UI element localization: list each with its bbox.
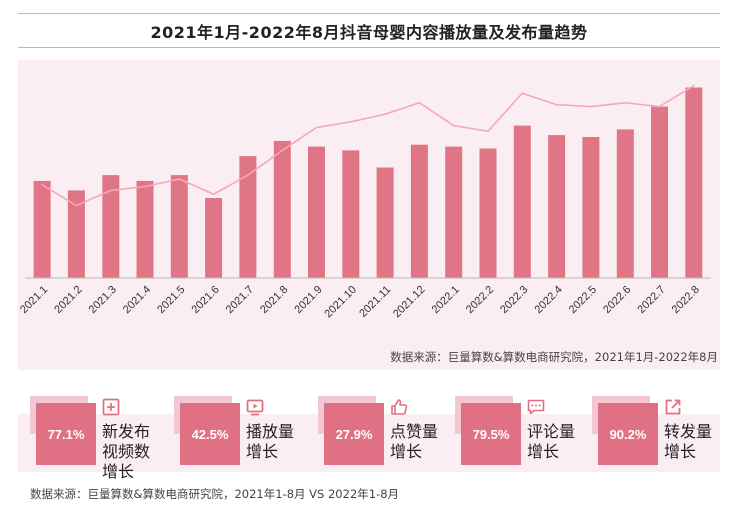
bar-2022.7 bbox=[651, 106, 668, 278]
line-point-2021.8 bbox=[281, 149, 284, 152]
title-rule bbox=[18, 47, 720, 48]
line-point-2021.5 bbox=[178, 178, 181, 180]
line-point-2022.2 bbox=[487, 130, 489, 133]
stat-label: 新发布视频数增长 bbox=[102, 422, 151, 481]
stat-video-count: 77.1% 新发布视频数增长 bbox=[30, 396, 170, 481]
bar-2021.2 bbox=[67, 190, 85, 278]
x-tick-label: 2021.6 bbox=[189, 284, 221, 316]
line-point-2021.1 bbox=[41, 183, 43, 186]
stat-percent: 79.5% bbox=[461, 403, 521, 465]
share-icon bbox=[665, 399, 681, 415]
line-point-2022.1 bbox=[452, 124, 455, 127]
bar-2021.12 bbox=[410, 144, 428, 278]
line-point-2021.7 bbox=[247, 174, 249, 176]
stat-play-count: 42.5% 播放量增长 bbox=[174, 396, 314, 466]
bar-2022.1 bbox=[445, 146, 463, 278]
line-point-2021.6 bbox=[212, 193, 215, 195]
line-point-2021.12 bbox=[418, 102, 421, 104]
stat-percent: 90.2% bbox=[598, 403, 658, 465]
line-point-2022.7 bbox=[658, 105, 661, 108]
x-tick-label: 2022.6 bbox=[601, 284, 633, 316]
line-point-2021.2 bbox=[75, 204, 78, 207]
x-tick-label: 2022.4 bbox=[532, 284, 564, 316]
bottom-source-note: 数据来源：巨量算数&算数电商研究院，2021年1-8月 VS 2022年1-8月 bbox=[30, 487, 400, 501]
bar-2021.3 bbox=[102, 175, 120, 278]
x-tick-label: 2022.8 bbox=[670, 284, 702, 316]
line-point-2021.4 bbox=[144, 185, 146, 188]
bar-2021.9 bbox=[308, 146, 325, 278]
x-tick-label: 2022.7 bbox=[635, 284, 667, 316]
stat-label: 点赞量增长 bbox=[390, 422, 439, 461]
bar-2021.11 bbox=[376, 167, 394, 278]
line-point-2021.10 bbox=[350, 121, 352, 123]
line-point-2022.3 bbox=[521, 92, 524, 94]
thumbs-up-icon bbox=[391, 399, 408, 415]
stat-percent: 77.1% bbox=[36, 403, 96, 465]
series-line-publish bbox=[41, 84, 695, 207]
x-tick-label: 2022.1 bbox=[430, 284, 462, 316]
x-tick-label: 2022.2 bbox=[464, 284, 496, 316]
stat-label: 评论量增长 bbox=[527, 422, 576, 461]
x-tick-label: 2022.3 bbox=[498, 284, 530, 316]
bar-2021.10 bbox=[342, 150, 360, 278]
chart-svg: 2021.1 2021.2 2021.3 2021.4 2021.5 2021.6 2021… bbox=[18, 84, 711, 321]
line-point-2022.8 bbox=[693, 84, 695, 87]
x-tick-label: 2021.9 bbox=[292, 284, 324, 316]
bar-2022.2 bbox=[479, 148, 497, 278]
line-point-2021.3 bbox=[110, 189, 112, 192]
x-tick-label: 2021.12 bbox=[391, 284, 428, 321]
bar-2021.7 bbox=[239, 156, 257, 278]
comment-icon bbox=[527, 399, 545, 415]
x-tick-label: 2021.11 bbox=[357, 284, 393, 320]
chart-source-note: 数据来源：巨量算数&算数电商研究院，2021年1月-2022年8月 bbox=[390, 350, 718, 364]
bar-2021.4 bbox=[136, 180, 154, 278]
x-tick-label: 2021.10 bbox=[322, 284, 359, 321]
x-tick-label: 2021.7 bbox=[224, 284, 256, 316]
line-point-2022.5 bbox=[590, 105, 592, 108]
bar-2022.5 bbox=[582, 137, 600, 278]
bar-2021.6 bbox=[205, 198, 223, 278]
bar-2021.1 bbox=[33, 180, 51, 278]
stat-like-count: 27.9% 点赞量增长 bbox=[318, 396, 458, 466]
bar-2021.8 bbox=[273, 140, 291, 278]
line-point-2021.11 bbox=[384, 113, 386, 115]
chart-panel: 2021.1 2021.2 2021.3 2021.4 2021.5 2021.6 2021… bbox=[18, 60, 720, 370]
x-tick-label: 2021.3 bbox=[87, 284, 119, 316]
top-rule bbox=[18, 13, 720, 14]
x-tick-label: 2021.5 bbox=[155, 284, 187, 316]
x-tick-label: 2021.2 bbox=[52, 284, 84, 316]
bar-2022.8 bbox=[685, 87, 703, 278]
chart-title: 2021年1月-2022年8月抖音母婴内容播放量及发布量趋势 bbox=[150, 23, 588, 42]
stat-label: 播放量增长 bbox=[246, 422, 295, 461]
bar-2021.5 bbox=[170, 175, 188, 278]
line-point-2022.6 bbox=[624, 102, 627, 104]
bar-2022.3 bbox=[513, 125, 531, 278]
stat-label: 转发量增长 bbox=[664, 422, 713, 461]
line-point-2021.9 bbox=[315, 126, 318, 129]
stat-comment-count: 79.5% 评论量增长 bbox=[455, 396, 595, 466]
x-tick-label: 2022.5 bbox=[567, 284, 599, 316]
x-tick-label: 2021.1 bbox=[18, 284, 50, 316]
line-point-2022.4 bbox=[555, 103, 558, 106]
plus-square-icon bbox=[102, 398, 120, 416]
bar-2022.6 bbox=[616, 129, 634, 278]
x-tick-label: 2021.4 bbox=[121, 284, 153, 316]
bar-2022.4 bbox=[548, 135, 566, 278]
play-video-icon bbox=[246, 399, 264, 416]
stat-share-count: 90.2% 转发量增长 bbox=[592, 396, 732, 466]
x-tick-label: 2021.8 bbox=[258, 284, 290, 316]
stat-percent: 42.5% bbox=[180, 403, 240, 465]
stat-percent: 27.9% bbox=[324, 403, 384, 465]
